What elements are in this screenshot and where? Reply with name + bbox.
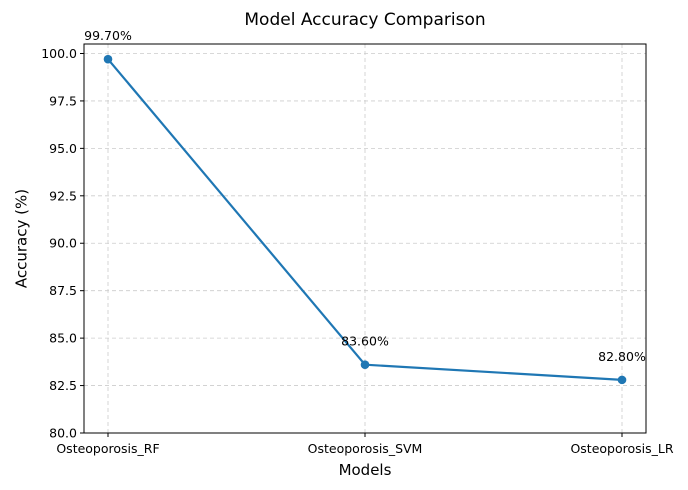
series: 99.70% 83.60% 82.80% [84, 28, 646, 385]
grid [84, 44, 646, 434]
y-tick-label: 90.0 [49, 236, 77, 251]
x-tick-label: Osteoporosis_SVM [308, 441, 423, 456]
y-tick-label: 100.0 [41, 46, 77, 61]
data-point [103, 54, 113, 64]
y-axis-label: Accuracy (%) [13, 189, 31, 288]
y-tick-label: 82.5 [49, 378, 77, 393]
axis-ticks: 80.0 82.5 85.0 87.5 90.0 92.5 95.0 97.5 100.0 Ost… [41, 46, 674, 456]
x-tick-label: Osteoporosis_LR [570, 441, 673, 456]
y-tick-label: 80.0 [49, 426, 77, 441]
x-axis-label: Models [339, 461, 392, 479]
data-label: 99.70% [84, 28, 132, 43]
y-tick-label: 97.5 [49, 93, 77, 108]
data-point [617, 375, 627, 385]
data-label: 82.80% [598, 349, 646, 364]
y-tick-label: 87.5 [49, 283, 77, 298]
y-tick-label: 92.5 [49, 188, 77, 203]
y-tick-label: 85.0 [49, 331, 77, 346]
data-label: 83.60% [341, 334, 389, 349]
x-tick-label: Osteoporosis_RF [56, 441, 159, 456]
data-point [360, 360, 370, 369]
chart-title: Model Accuracy Comparison [244, 10, 485, 30]
y-tick-label: 95.0 [49, 141, 77, 156]
